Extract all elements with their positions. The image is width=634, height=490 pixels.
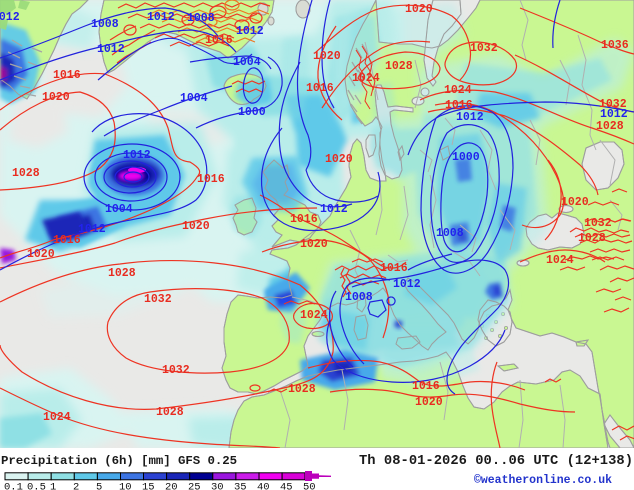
svg-text:1028: 1028 <box>578 232 606 245</box>
svg-text:15: 15 <box>142 482 155 490</box>
svg-text:1032: 1032 <box>599 98 627 111</box>
svg-text:25: 25 <box>188 482 201 490</box>
svg-text:1020: 1020 <box>182 220 210 233</box>
svg-text:1012: 1012 <box>600 108 628 121</box>
svg-text:1020: 1020 <box>27 248 55 261</box>
svg-text:1032: 1032 <box>162 364 190 377</box>
svg-text:1020: 1020 <box>42 91 70 104</box>
svg-text:1028: 1028 <box>108 267 136 280</box>
svg-text:1020: 1020 <box>325 153 353 166</box>
svg-text:1012: 1012 <box>97 43 125 56</box>
svg-text:1024: 1024 <box>352 72 380 85</box>
svg-text:1004: 1004 <box>180 92 208 105</box>
svg-text:1036: 1036 <box>601 39 629 52</box>
svg-text:1000: 1000 <box>238 106 266 119</box>
svg-text:1: 1 <box>50 482 56 490</box>
svg-text:5: 5 <box>96 482 102 490</box>
svg-text:1000: 1000 <box>452 151 480 164</box>
svg-text:1024: 1024 <box>444 84 472 97</box>
svg-text:1028: 1028 <box>156 406 184 419</box>
svg-text:1024: 1024 <box>300 309 328 322</box>
svg-text:1020: 1020 <box>405 3 433 16</box>
svg-text:1012: 1012 <box>78 223 106 236</box>
svg-text:1016: 1016 <box>290 213 318 226</box>
svg-text:45: 45 <box>280 482 293 490</box>
svg-text:1004: 1004 <box>233 56 261 69</box>
svg-text:20: 20 <box>165 482 178 490</box>
svg-text:1012: 1012 <box>123 149 151 162</box>
svg-text:1016: 1016 <box>412 380 440 393</box>
svg-text:1016: 1016 <box>380 262 408 275</box>
svg-text:1008: 1008 <box>91 18 119 31</box>
svg-text:1020: 1020 <box>313 50 341 63</box>
svg-text:1012: 1012 <box>393 278 421 291</box>
svg-text:1012: 1012 <box>320 203 348 216</box>
svg-text:1016: 1016 <box>205 34 233 47</box>
svg-text:1028: 1028 <box>12 167 40 180</box>
svg-text:1012: 1012 <box>0 11 20 24</box>
svg-text:2: 2 <box>73 482 79 490</box>
svg-text:1004: 1004 <box>105 203 133 216</box>
svg-text:30: 30 <box>211 482 224 490</box>
svg-text:1024: 1024 <box>43 411 71 424</box>
svg-text:Precipitation (6h) [mm] GFS 0.: Precipitation (6h) [mm] GFS 0.25 <box>1 454 237 468</box>
svg-text:1016: 1016 <box>197 173 225 186</box>
svg-text:1016: 1016 <box>445 99 473 112</box>
svg-text:0.1: 0.1 <box>4 482 23 490</box>
svg-text:1032: 1032 <box>584 217 612 230</box>
svg-text:1016: 1016 <box>53 234 81 247</box>
svg-text:50: 50 <box>303 482 316 490</box>
svg-text:1028: 1028 <box>385 60 413 73</box>
svg-text:1024: 1024 <box>546 254 574 267</box>
svg-text:1032: 1032 <box>470 42 498 55</box>
svg-text:40: 40 <box>257 482 270 490</box>
svg-text:1008: 1008 <box>187 12 215 25</box>
svg-text:1012: 1012 <box>147 11 175 24</box>
svg-text:1016: 1016 <box>53 69 81 82</box>
svg-text:1012: 1012 <box>456 111 484 124</box>
svg-text:1020: 1020 <box>561 196 589 209</box>
svg-text:35: 35 <box>234 482 247 490</box>
svg-text:1028: 1028 <box>596 120 624 133</box>
svg-text:0.5: 0.5 <box>27 482 46 490</box>
svg-text:1020: 1020 <box>415 396 443 409</box>
svg-text:1032: 1032 <box>144 293 172 306</box>
svg-text:1008: 1008 <box>436 227 464 240</box>
svg-text:Th 08-01-2026 00..06 UTC (12+1: Th 08-01-2026 00..06 UTC (12+138) <box>359 453 633 469</box>
svg-text:1028: 1028 <box>288 383 316 396</box>
svg-text:10: 10 <box>119 482 132 490</box>
svg-text:1020: 1020 <box>300 238 328 251</box>
svg-text:1016: 1016 <box>306 82 334 95</box>
svg-text:1008: 1008 <box>345 291 373 304</box>
svg-text:©weatheronline.co.uk: ©weatheronline.co.uk <box>474 474 612 487</box>
svg-text:1012: 1012 <box>236 25 264 38</box>
